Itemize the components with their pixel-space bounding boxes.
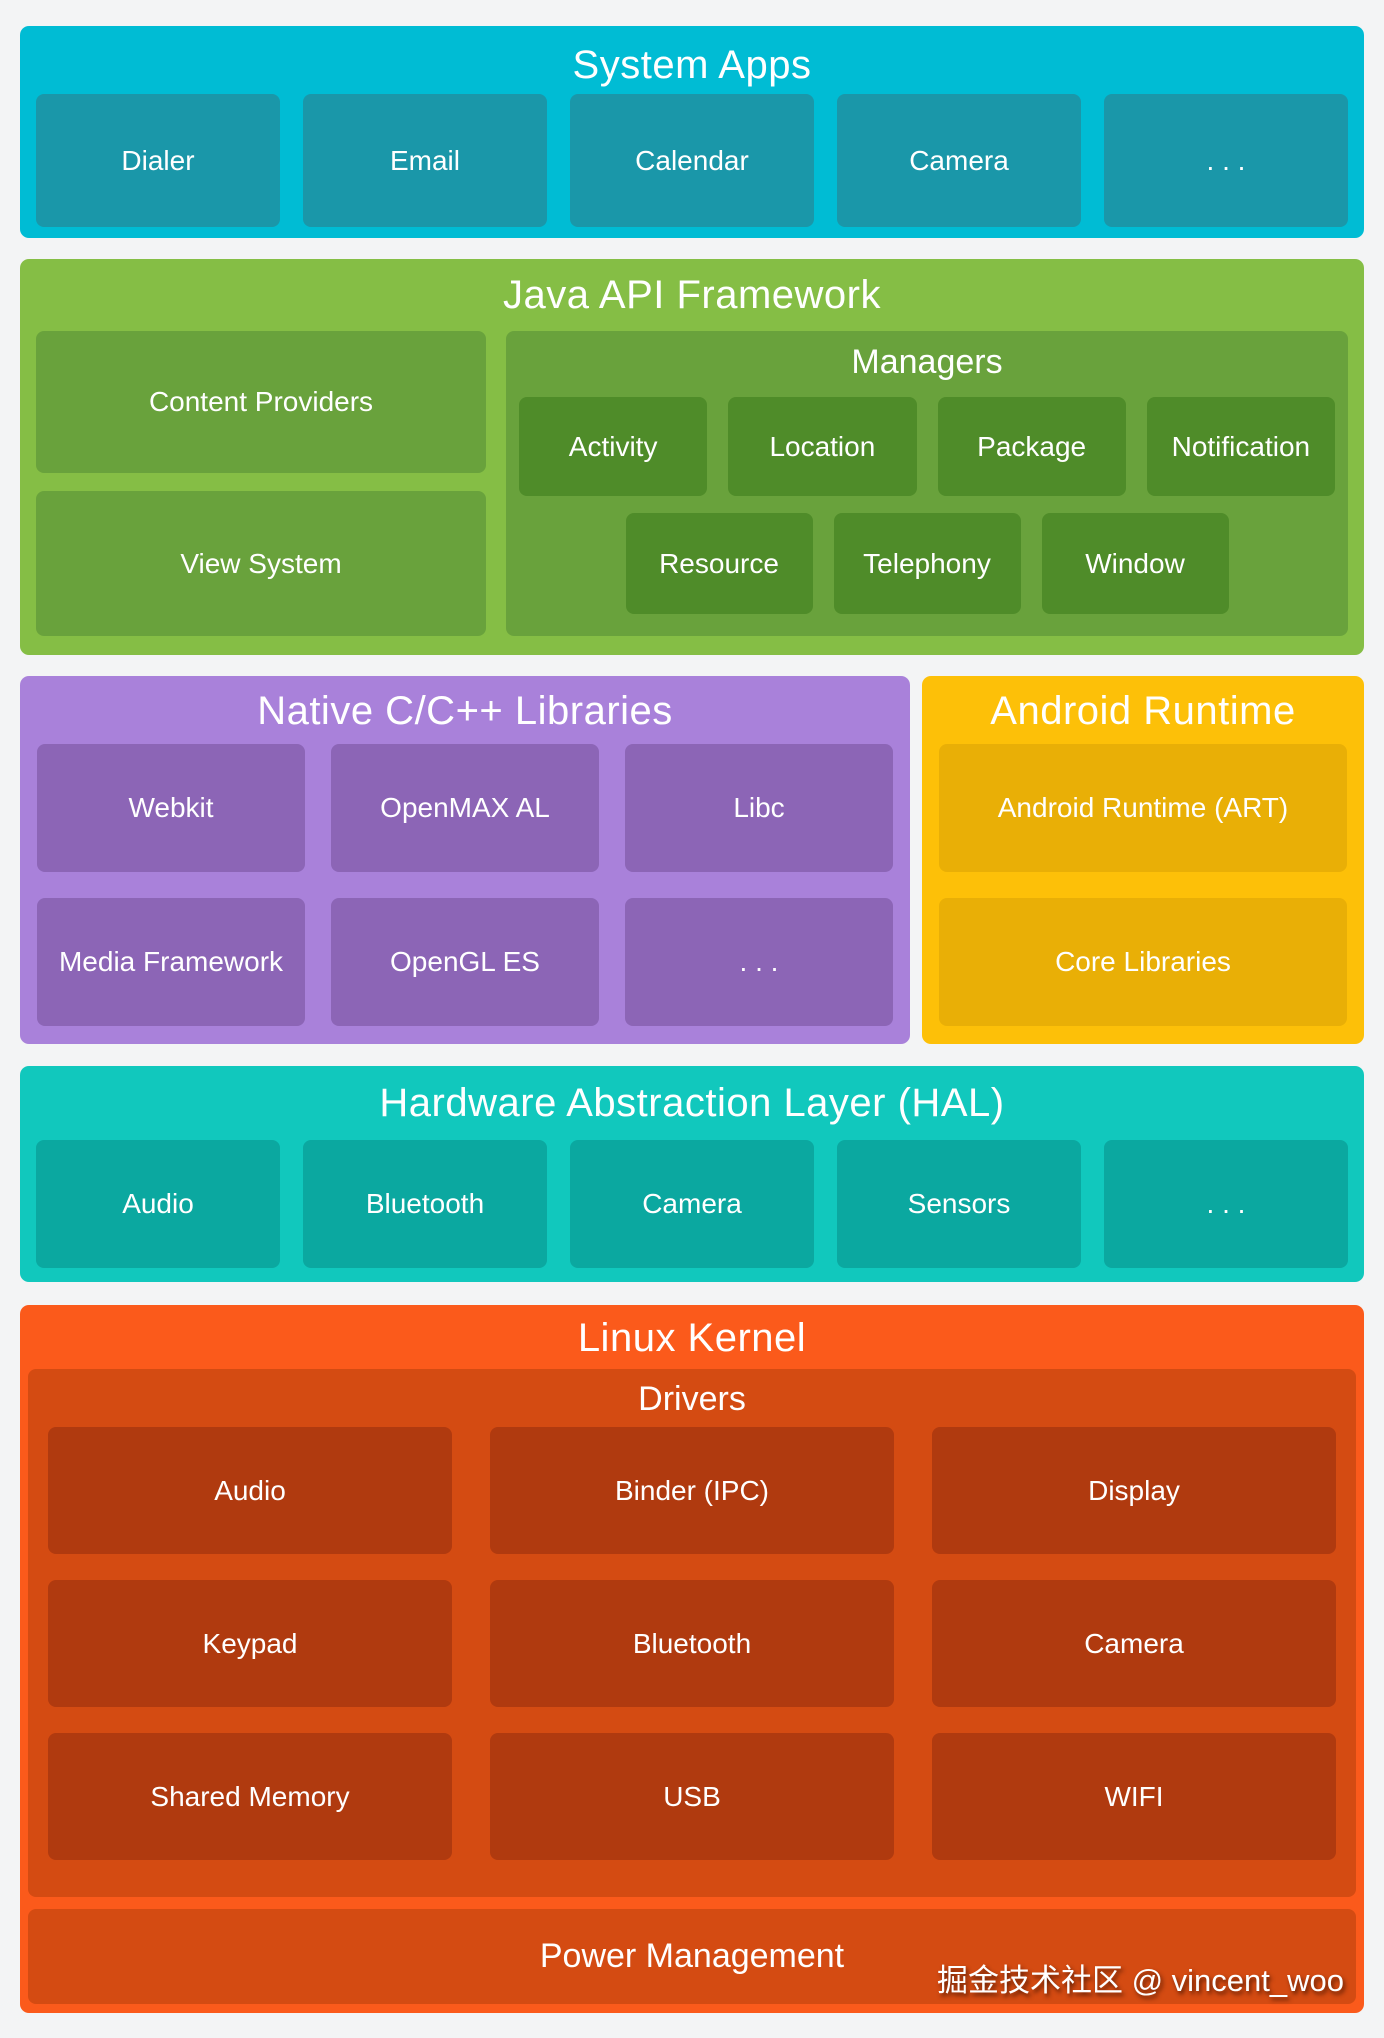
box-openmax-al: OpenMAX AL (331, 744, 599, 872)
android-runtime-panel: Android Runtime Android Runtime (ART) Co… (922, 676, 1364, 1044)
system-apps-panel: System Apps Dialer Email Calendar Camera… (20, 26, 1364, 238)
watermark-text: 掘金技术社区 @ vincent_woo (936, 1963, 1344, 1998)
box-hal-camera: Camera (570, 1140, 814, 1268)
managers-row-2: Resource Telephony Window (519, 513, 1335, 614)
box-opengl-es: OpenGL ES (331, 898, 599, 1026)
drivers-rows: Audio Binder (IPC) Display Keypad Blueto… (28, 1427, 1356, 1860)
box-apps-ellipsis: . . . (1104, 94, 1348, 227)
box-hal-audio: Audio (36, 1140, 280, 1268)
box-power-management: Power Management (28, 1909, 1356, 2004)
box-activity-manager: Activity (519, 397, 708, 496)
box-art: Android Runtime (ART) (939, 744, 1347, 872)
box-camera-app: Camera (837, 94, 1081, 227)
box-native-ellipsis: . . . (625, 898, 893, 1026)
box-email: Email (303, 94, 547, 227)
native-row-1: Webkit OpenMAX AL Libc (37, 744, 893, 872)
box-driver-wifi: WIFI (932, 1733, 1336, 1860)
box-notification-manager: Notification (1146, 397, 1335, 496)
java-api-framework-panel: Java API Framework Content Providers Vie… (20, 259, 1364, 655)
native-libraries-panel: Native C/C++ Libraries Webkit OpenMAX AL… (20, 676, 910, 1044)
box-webkit: Webkit (37, 744, 305, 872)
box-driver-display: Display (932, 1427, 1336, 1554)
managers-panel: Managers Activity Location Package Notif… (506, 331, 1348, 636)
box-driver-audio: Audio (48, 1427, 452, 1554)
native-libraries-rows: Webkit OpenMAX AL Libc Media Framework O… (20, 744, 910, 1026)
android-runtime-rows: Android Runtime (ART) Core Libraries (922, 744, 1364, 1026)
java-left-column: Content Providers View System (36, 331, 486, 636)
box-driver-bluetooth: Bluetooth (490, 1580, 894, 1707)
drivers-row-3: Shared Memory USB WIFI (48, 1733, 1336, 1860)
linux-kernel-panel: Linux Kernel Drivers Audio Binder (IPC) … (20, 1305, 1364, 2013)
box-location-manager: Location (728, 397, 917, 496)
java-api-content: Content Providers View System Managers A… (20, 331, 1364, 636)
android-runtime-title: Android Runtime (990, 689, 1296, 733)
managers-title: Managers (851, 343, 1003, 381)
box-driver-shared-memory: Shared Memory (48, 1733, 452, 1860)
box-driver-camera: Camera (932, 1580, 1336, 1707)
drivers-row-1: Audio Binder (IPC) Display (48, 1427, 1336, 1554)
box-libc: Libc (625, 744, 893, 872)
system-apps-title: System Apps (572, 43, 812, 87)
box-hal-bluetooth: Bluetooth (303, 1140, 547, 1268)
managers-row-1: Activity Location Package Notification (519, 397, 1335, 496)
box-package-manager: Package (937, 397, 1126, 496)
hal-panel: Hardware Abstraction Layer (HAL) Audio B… (20, 1066, 1364, 1282)
hal-row: Audio Bluetooth Camera Sensors . . . (20, 1140, 1364, 1268)
box-telephony-manager: Telephony (833, 513, 1021, 614)
system-apps-row: Dialer Email Calendar Camera . . . (20, 94, 1364, 227)
box-hal-sensors: Sensors (837, 1140, 1081, 1268)
box-view-system: View System (36, 491, 486, 636)
native-libraries-title: Native C/C++ Libraries (257, 689, 673, 733)
box-core-libraries: Core Libraries (939, 898, 1347, 1026)
java-api-framework-title: Java API Framework (502, 273, 881, 317)
box-hal-ellipsis: . . . (1104, 1140, 1348, 1268)
drivers-panel: Drivers Audio Binder (IPC) Display Keypa… (28, 1369, 1356, 1897)
box-driver-binder: Binder (IPC) (490, 1427, 894, 1554)
box-calendar: Calendar (570, 94, 814, 227)
native-row-2: Media Framework OpenGL ES . . . (37, 898, 893, 1026)
box-driver-keypad: Keypad (48, 1580, 452, 1707)
box-driver-usb: USB (490, 1733, 894, 1860)
box-media-framework: Media Framework (37, 898, 305, 1026)
box-dialer: Dialer (36, 94, 280, 227)
drivers-title: Drivers (638, 1380, 746, 1418)
hal-title: Hardware Abstraction Layer (HAL) (379, 1081, 1005, 1125)
linux-kernel-title: Linux Kernel (577, 1316, 807, 1360)
box-content-providers: Content Providers (36, 331, 486, 473)
drivers-row-2: Keypad Bluetooth Camera (48, 1580, 1336, 1707)
box-resource-manager: Resource (625, 513, 813, 614)
box-window-manager: Window (1041, 513, 1229, 614)
